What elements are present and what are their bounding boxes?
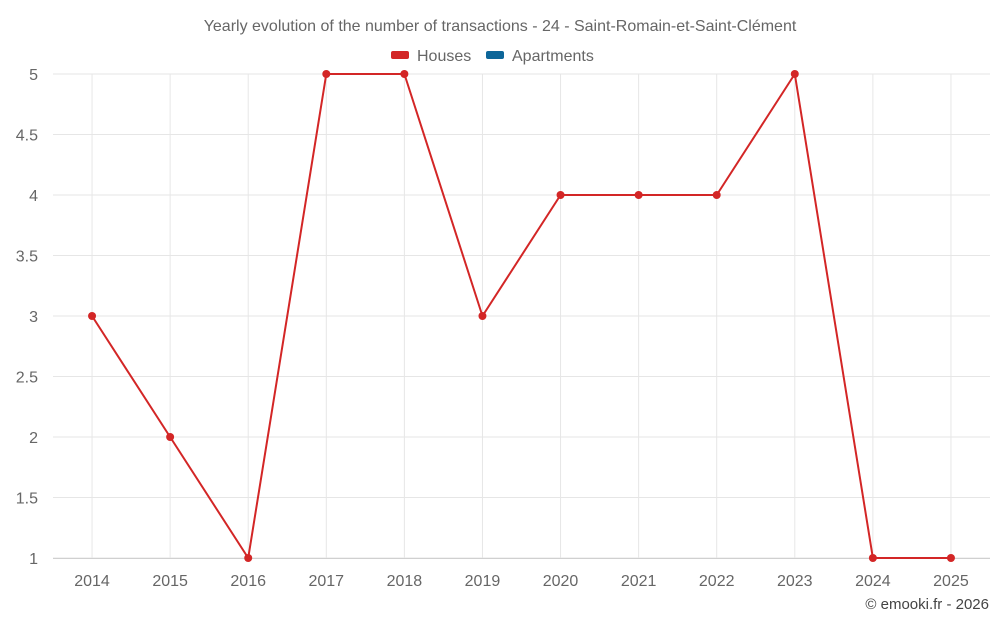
y-tick-label: 1 [29, 551, 38, 568]
data-point-houses[interactable] [478, 312, 487, 320]
x-tick-label: 2023 [777, 573, 813, 590]
x-tick-label: 2017 [308, 573, 344, 590]
data-point-houses[interactable] [166, 433, 175, 441]
y-tick-label: 4 [29, 188, 38, 205]
y-tick-label: 1.5 [16, 491, 38, 508]
data-point-houses[interactable] [790, 70, 799, 78]
data-point-houses[interactable] [712, 191, 721, 199]
legend-item-apartments[interactable]: Apartments [486, 48, 594, 65]
x-tick-label: 2024 [855, 573, 891, 590]
legend-label-houses: Houses [417, 48, 471, 65]
y-tick-label: 3 [29, 309, 38, 326]
y-tick-label: 2.5 [16, 370, 38, 387]
x-tick-label: 2021 [621, 573, 657, 590]
data-point-houses[interactable] [634, 191, 643, 199]
data-point-houses[interactable] [946, 554, 955, 562]
data-point-houses[interactable] [868, 554, 877, 562]
x-tick-label: 2016 [230, 573, 266, 590]
y-tick-label: 5 [29, 67, 38, 84]
data-point-houses[interactable] [88, 312, 97, 320]
plot-area [88, 70, 955, 562]
data-point-houses[interactable] [244, 554, 253, 562]
x-tick-label: 2020 [543, 573, 579, 590]
y-tick-label: 2 [29, 430, 38, 447]
y-tick-label: 3.5 [16, 249, 38, 266]
x-tick-label: 2025 [933, 573, 969, 590]
x-tick-label: 2014 [74, 573, 110, 590]
x-tick-label: 2018 [387, 573, 423, 590]
x-tick-label: 2015 [152, 573, 188, 590]
legend-label-apartments: Apartments [512, 48, 594, 65]
x-tick-label: 2022 [699, 573, 735, 590]
credit: © emooki.fr - 2026 [865, 596, 989, 613]
legend-item-houses[interactable]: Houses [391, 48, 471, 65]
chart-title: Yearly evolution of the number of transa… [204, 18, 797, 35]
x-axis: 2014 2015 2016 2017 2018 2019 2020 2021 2022 2023… [53, 558, 990, 590]
data-point-houses[interactable] [322, 70, 331, 78]
data-point-houses[interactable] [556, 191, 565, 199]
series-line-houses [91, 73, 951, 559]
gridlines [53, 73, 990, 559]
legend-swatch-apartments [486, 51, 504, 59]
legend: Houses Apartments [391, 48, 594, 65]
data-point-houses[interactable] [400, 70, 409, 78]
y-axis: 1 1.5 2 2.5 3 3.5 4 4.5 5 [16, 67, 38, 568]
y-tick-label: 4.5 [16, 128, 38, 145]
x-tick-label: 2019 [465, 573, 501, 590]
legend-swatch-houses [391, 51, 409, 59]
